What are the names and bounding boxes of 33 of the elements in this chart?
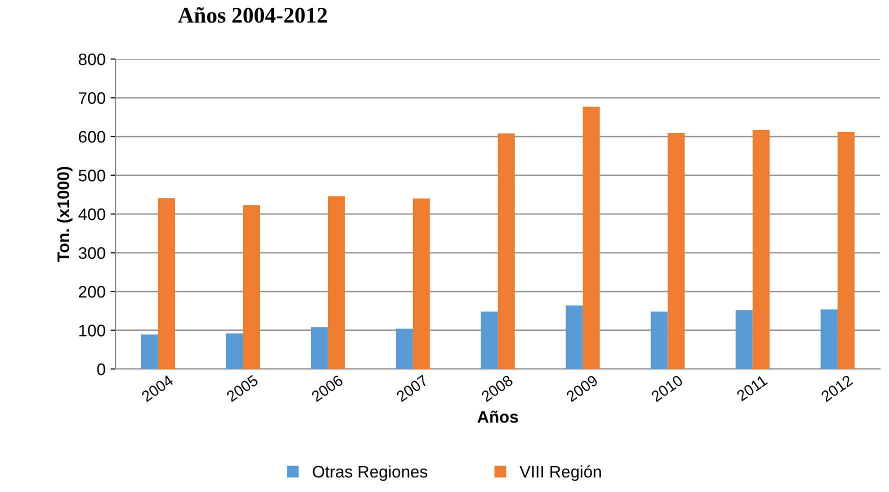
y-axis-title: Ton. (x1000): [56, 166, 72, 262]
y-tick-label: 800: [78, 53, 106, 66]
bar: [328, 196, 345, 369]
x-tick-label: 2011: [736, 374, 768, 402]
legend-label: Otras Regiones: [312, 465, 428, 481]
y-tick-label: 500: [78, 170, 106, 182]
y-tick-label: 600: [78, 130, 106, 143]
bar: [396, 328, 413, 369]
bar: [736, 310, 753, 369]
y-tick-label: 400: [78, 208, 106, 220]
x-axis-title: Años: [477, 410, 518, 423]
bar: [242, 205, 260, 369]
bar: [310, 327, 328, 369]
y-tick-label: 300: [78, 247, 106, 259]
legend-label: VIII Región: [520, 465, 601, 481]
bar: [752, 130, 770, 369]
y-tick-label: 100: [79, 324, 106, 336]
bar: [498, 133, 515, 369]
bar: [141, 334, 158, 369]
bar: [582, 106, 600, 369]
bar: [650, 312, 668, 369]
bar: [480, 312, 498, 369]
bar: [668, 133, 685, 369]
bar: [412, 198, 430, 369]
y-tick-label: 0: [97, 363, 106, 376]
bar: [820, 309, 838, 369]
y-tick-label: 700: [78, 92, 106, 104]
bar: [226, 333, 243, 369]
bar: [566, 305, 583, 369]
bar: [158, 198, 176, 369]
bar: [838, 132, 855, 369]
chart-title: Años 2004-2012: [178, 7, 327, 23]
y-tick-label: 200: [78, 286, 106, 298]
